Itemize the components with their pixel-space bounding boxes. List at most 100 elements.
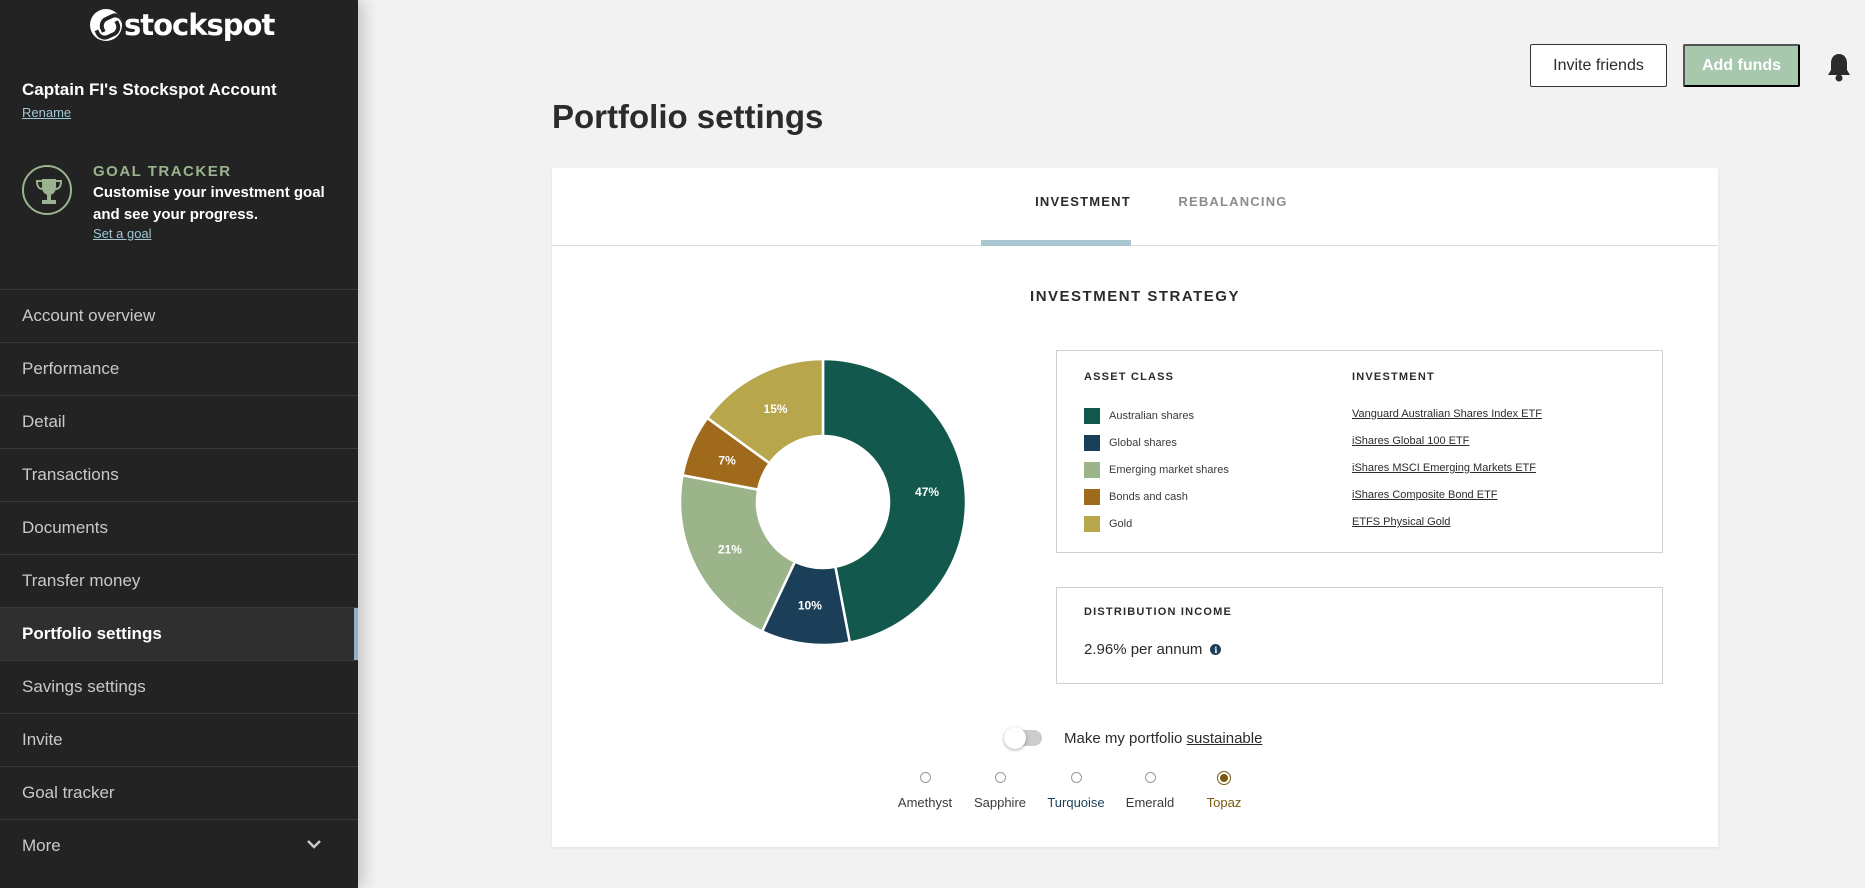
sustainable-text: Make my portfolio	[1064, 730, 1187, 747]
asset-row-gold: Gold	[1084, 515, 1132, 533]
asset-row-global-shares: Global shares	[1084, 434, 1177, 452]
etfs-physical-gold-link[interactable]: ETFS Physical Gold	[1352, 516, 1451, 528]
portfolio-option-topaz[interactable]: Topaz	[1184, 771, 1264, 810]
option-label: Topaz	[1206, 795, 1242, 810]
asset-name: Global shares	[1109, 437, 1177, 449]
topaz-radio[interactable]	[1217, 771, 1231, 785]
portfolio-option-emerald[interactable]: Emerald	[1110, 772, 1190, 810]
sustainable-toggle[interactable]	[1004, 727, 1042, 749]
tab-rebalancing[interactable]: REBALANCING	[1178, 194, 1288, 209]
bell-icon[interactable]	[1826, 52, 1852, 82]
donut-slice-australian-shares	[821, 357, 968, 644]
toggle-knob	[1004, 727, 1026, 749]
stockspot-logo[interactable]: stockspot	[90, 8, 275, 42]
sidebar-nav: Account overview Performance Detail Tran…	[0, 289, 358, 872]
sidebar-item-performance[interactable]: Performance	[0, 342, 358, 395]
info-icon[interactable]: i	[1210, 644, 1222, 655]
investment-header: INVESTMENT	[1352, 371, 1435, 383]
rename-link[interactable]: Rename	[22, 105, 72, 120]
distribution-income-box: DISTRIBUTION INCOME 2.96% per annum i	[1056, 587, 1663, 684]
sidebar-item-portfolio-settings[interactable]: Portfolio settings	[0, 607, 358, 660]
sidebar-item-label: Transfer money	[22, 571, 141, 590]
ishares-msci-emerging-link[interactable]: iShares MSCI Emerging Markets ETF	[1352, 462, 1536, 474]
logo-text: stockspot	[124, 8, 275, 42]
australian-shares-swatch	[1084, 408, 1100, 424]
sidebar-item-more[interactable]: More	[0, 819, 358, 872]
investment-strategy-title: INVESTMENT STRATEGY	[1030, 288, 1240, 305]
distribution-income-title: DISTRIBUTION INCOME	[1084, 606, 1233, 618]
sidebar-item-label: Account overview	[22, 306, 156, 325]
asset-name: Gold	[1109, 518, 1133, 530]
donut-label-global-shares: 10%	[798, 599, 822, 613]
sidebar-item-goal-tracker[interactable]: Goal tracker	[0, 766, 358, 819]
amethyst-radio[interactable]	[919, 772, 931, 783]
asset-row-emerging-market-shares: Emerging market shares	[1084, 461, 1229, 479]
allocation-donut-chart: 47% 10% 21% 7% 15%	[678, 357, 968, 647]
stockspot-logo-icon	[90, 9, 122, 41]
option-label: Emerald	[1125, 795, 1175, 810]
asset-name: Bonds and cash	[1109, 491, 1188, 503]
sidebar-item-detail[interactable]: Detail	[0, 395, 358, 448]
global-shares-swatch	[1084, 435, 1100, 451]
gold-swatch	[1084, 516, 1100, 532]
sidebar-item-label: Transactions	[22, 465, 119, 484]
sidebar-item-label: Detail	[22, 412, 66, 431]
sapphire-radio[interactable]	[994, 772, 1006, 783]
sidebar-item-documents[interactable]: Documents	[0, 501, 358, 554]
sidebar-item-savings-settings[interactable]: Savings settings	[0, 660, 358, 713]
set-goal-link[interactable]: Set a goal	[93, 226, 152, 241]
sidebar-item-label: Invite	[22, 730, 63, 749]
sidebar-item-invite[interactable]: Invite	[0, 713, 358, 766]
topaz-radio-dot	[1220, 774, 1228, 782]
sustainable-link[interactable]: sustainable	[1186, 730, 1263, 747]
ishares-global-100-link[interactable]: iShares Global 100 ETF	[1352, 435, 1470, 447]
donut-slice-emerging-market-shares	[678, 473, 797, 634]
asset-name: Emerging market shares	[1109, 464, 1229, 476]
sidebar-item-label: Savings settings	[22, 677, 146, 696]
sidebar-item-transactions[interactable]: Transactions	[0, 448, 358, 501]
ishares-composite-bond-link[interactable]: iShares Composite Bond ETF	[1352, 489, 1498, 501]
donut-label-emerging-market-shares: 21%	[718, 542, 742, 556]
portfolio-option-turquoise[interactable]: Turquoise	[1036, 772, 1116, 810]
option-label: Sapphire	[973, 795, 1027, 810]
option-label: Amethyst	[897, 795, 953, 810]
page-title: Portfolio settings	[552, 98, 824, 135]
portfolio-option-amethyst[interactable]: Amethyst	[885, 772, 965, 810]
vanguard-australian-shares-link[interactable]: Vanguard Australian Shares Index ETF	[1352, 408, 1542, 420]
sidebar-item-label: More	[22, 836, 61, 855]
donut-slice-gold	[705, 357, 825, 465]
asset-row-australian-shares: Australian shares	[1084, 407, 1194, 425]
turquoise-radio[interactable]	[1070, 772, 1082, 783]
sidebar-item-label: Performance	[22, 359, 120, 378]
add-funds-button[interactable]: Add funds	[1683, 44, 1800, 87]
asset-class-table: ASSET CLASS INVESTMENT Australian shares…	[1056, 350, 1663, 553]
chevron-down-icon	[307, 840, 321, 849]
emerald-radio[interactable]	[1144, 772, 1156, 783]
donut-label-bonds-and-cash: 7%	[718, 453, 736, 467]
tab-investment[interactable]: INVESTMENT	[1035, 194, 1131, 209]
invite-friends-button[interactable]: Invite friends	[1530, 44, 1667, 87]
sidebar-item-account-overview[interactable]: Account overview	[0, 289, 358, 342]
asset-class-header: ASSET CLASS	[1084, 371, 1175, 383]
sustainable-label: Make my portfolio sustainable	[1064, 730, 1262, 747]
active-tab-indicator	[981, 240, 1131, 246]
asset-row-bonds-and-cash: Bonds and cash	[1084, 488, 1188, 506]
sidebar-item-label: Goal tracker	[22, 783, 115, 802]
donut-label-australian-shares: 47%	[915, 485, 939, 499]
option-label: Turquoise	[1047, 795, 1105, 810]
distribution-income-value: 2.96% per annum i	[1084, 641, 1222, 658]
asset-name: Australian shares	[1109, 410, 1194, 422]
sidebar-item-label: Portfolio settings	[22, 624, 162, 643]
bonds-and-cash-swatch	[1084, 489, 1100, 505]
portfolio-settings-card: INVESTMENT REBALANCING INVESTMENT STRATE…	[552, 168, 1718, 847]
sidebar-item-label: Documents	[22, 518, 108, 537]
sidebar-item-transfer-money[interactable]: Transfer money	[0, 554, 358, 607]
tab-bar: INVESTMENT REBALANCING	[552, 168, 1718, 246]
donut-label-gold: 15%	[764, 402, 788, 416]
portfolio-option-sapphire[interactable]: Sapphire	[960, 772, 1040, 810]
goal-tracker-title: GOAL TRACKER	[93, 163, 232, 180]
goal-tracker-text: Customise your investment goal and see y…	[93, 184, 325, 223]
trophy-icon	[22, 165, 72, 215]
emerging-market-swatch	[1084, 462, 1100, 478]
account-name: Captain FI's Stockspot Account	[22, 80, 277, 99]
